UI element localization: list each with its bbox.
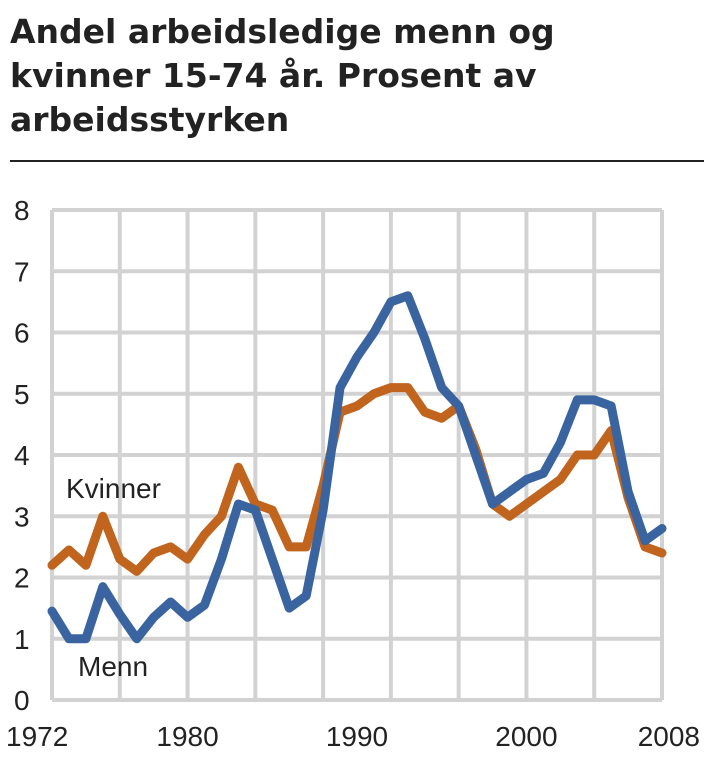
series-label-menn: Menn bbox=[78, 651, 148, 682]
y-tick-label: 1 bbox=[14, 624, 30, 655]
y-tick-label: 6 bbox=[14, 318, 30, 349]
grid bbox=[50, 208, 664, 702]
y-tick-label: 5 bbox=[14, 379, 30, 410]
y-tick-label: 4 bbox=[14, 440, 30, 471]
y-tick-label: 0 bbox=[14, 685, 30, 716]
series-lines bbox=[47, 291, 667, 644]
x-tick-label: 1972 bbox=[6, 721, 68, 752]
series-label-kvinner: Kvinner bbox=[66, 473, 161, 504]
y-axis-ticks: 0 1 2 3 4 5 6 7 8 bbox=[14, 195, 30, 716]
y-tick-label: 8 bbox=[14, 195, 30, 226]
chart-title: Andel arbeidsledige menn og kvinner 15-7… bbox=[10, 12, 555, 139]
y-tick-label: 7 bbox=[14, 256, 30, 287]
y-tick-label: 2 bbox=[14, 563, 30, 594]
x-tick-label: 1990 bbox=[326, 721, 388, 752]
title-rule bbox=[10, 160, 704, 162]
y-tick-label: 3 bbox=[14, 501, 30, 532]
series-line-menn bbox=[47, 291, 667, 644]
x-tick-label: 2008 bbox=[638, 721, 700, 752]
x-tick-label: 2000 bbox=[495, 721, 557, 752]
x-tick-label: 1980 bbox=[156, 721, 218, 752]
series-line-kvinner bbox=[47, 383, 667, 576]
x-axis-ticks: 1972 1980 1990 2000 2008 bbox=[6, 721, 700, 752]
